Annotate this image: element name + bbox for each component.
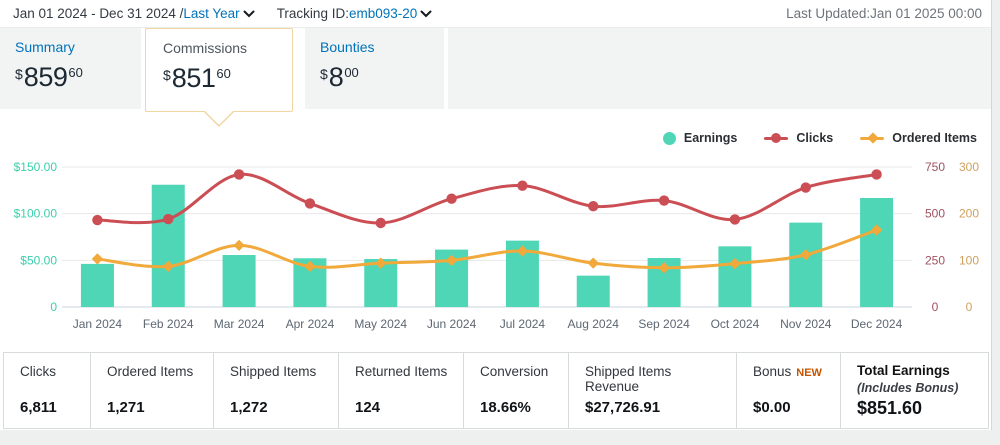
clicks-marker-icon (764, 133, 789, 144)
summary-table: Clicks 6,811 Ordered Items 1,271 Shipped… (3, 352, 989, 429)
svg-text:500: 500 (925, 207, 945, 221)
svg-text:0: 0 (932, 300, 939, 314)
amount-dollars: 859 (23, 62, 68, 92)
topbar: Jan 01 2024 - Dec 31 2024 /Last Year Tra… (0, 0, 991, 28)
bonus-label: Bonus (753, 364, 792, 379)
earnings-tab-strip: Summary $85960 Commissions $85160 Bounti… (0, 28, 991, 127)
earnings-marker-icon (662, 131, 676, 145)
amount-dollars: 851 (171, 63, 216, 93)
svg-text:0: 0 (966, 300, 973, 314)
tab-summary[interactable]: Summary $85960 (0, 28, 141, 109)
cell-conversion: Conversion 18.66% (464, 353, 569, 428)
currency-symbol: $ (163, 67, 171, 83)
svg-text:200: 200 (959, 207, 979, 221)
amount-cents: 00 (344, 65, 359, 80)
cell-value: $27,726.91 (585, 399, 661, 416)
chart-legend: Earnings Clicks Ordered Items (662, 131, 977, 145)
svg-text:Jul 2024: Jul 2024 (500, 317, 546, 331)
svg-text:Feb 2024: Feb 2024 (143, 317, 194, 331)
legend-label: Clicks (796, 131, 834, 145)
svg-text:100: 100 (959, 253, 979, 267)
date-range-preset-link[interactable]: Last Year (183, 6, 240, 21)
tracking-id-label: Tracking ID: (276, 6, 349, 21)
svg-text:Apr 2024: Apr 2024 (286, 317, 335, 331)
currency-symbol: $ (320, 66, 328, 82)
svg-text:May 2024: May 2024 (354, 317, 407, 331)
clicks-line (92, 169, 882, 229)
legend-label: Ordered Items (892, 131, 977, 145)
tab-commissions-amount: $85160 (163, 63, 292, 94)
svg-text:Oct 2024: Oct 2024 (711, 317, 760, 331)
cell-label: Clicks (20, 364, 56, 379)
cell-sublabel: (Includes Bonus) (857, 381, 959, 395)
earnings-chart-panel: Earnings Clicks Ordered Items $150.00 750… (0, 109, 991, 352)
tab-commissions-selected[interactable]: Commissions $85160 (145, 28, 293, 127)
cell-value: $851.60 (857, 398, 923, 418)
cell-value: 1,272 (230, 399, 268, 416)
cell-value: 1,271 (107, 399, 145, 416)
svg-text:0: 0 (50, 300, 57, 314)
cell-value: 6,811 (20, 399, 57, 416)
tab-summary-label: Summary (15, 39, 75, 55)
cell-shipped-items: Shipped Items 1,272 (214, 353, 339, 428)
cell-label: Returned Items (355, 364, 448, 379)
tab-commissions-label: Commissions (163, 40, 248, 56)
ordered-items-marker-icon (860, 133, 885, 144)
legend-item-clicks[interactable]: Clicks (764, 131, 833, 145)
svg-text:Dec 2024: Dec 2024 (851, 317, 903, 331)
svg-text:250: 250 (925, 253, 945, 267)
tab-summary-amount: $85960 (15, 62, 141, 93)
svg-text:$50.00: $50.00 (20, 253, 57, 267)
chevron-down-icon[interactable] (420, 6, 432, 21)
cell-bonus: Bonus NEW $0.00 (737, 353, 841, 428)
svg-text:750: 750 (925, 160, 945, 174)
amount-cents: 60 (68, 65, 83, 80)
svg-text:$150.00: $150.00 (14, 160, 58, 174)
cell-label: Shipped Items Revenue (585, 364, 672, 394)
svg-text:300: 300 (959, 160, 979, 174)
associates-dashboard: Jan 01 2024 - Dec 31 2024 /Last Year Tra… (0, 0, 992, 430)
tracking-id-link[interactable]: emb093-20 (348, 6, 418, 21)
cell-value: $0.00 (753, 399, 791, 416)
earnings-bars (80, 184, 894, 307)
cell-label: Bonus NEW (753, 364, 832, 379)
legend-item-ordered[interactable]: Ordered Items (860, 131, 977, 145)
new-badge: NEW (796, 367, 822, 379)
cell-shipped-items-revenue: Shipped Items Revenue $27,726.91 (569, 353, 737, 428)
svg-text:Jun 2024: Jun 2024 (427, 317, 477, 331)
cell-label: Shipped Items (230, 364, 317, 379)
tab-bounties[interactable]: Bounties $800 (305, 28, 444, 109)
cell-ordered-items: Ordered Items 1,271 (91, 353, 214, 428)
amount-dollars: 8 (328, 62, 344, 92)
svg-text:$100.00: $100.00 (14, 207, 58, 221)
cell-clicks: Clicks 6,811 (4, 353, 91, 428)
legend-item-earnings[interactable]: Earnings (662, 131, 738, 145)
cell-value: 124 (355, 399, 381, 416)
svg-text:Mar 2024: Mar 2024 (214, 317, 265, 331)
cell-total-earnings: Total Earnings (Includes Bonus) $851.60 (841, 353, 988, 428)
tab-bounties-amount: $800 (320, 62, 444, 93)
svg-text:Aug 2024: Aug 2024 (568, 317, 620, 331)
ordered-items-line (91, 224, 883, 274)
svg-text:Nov 2024: Nov 2024 (780, 317, 832, 331)
currency-symbol: $ (15, 66, 23, 82)
tab-strip-filler (448, 28, 991, 109)
cell-returned-items: Returned Items 124 (339, 353, 464, 428)
chevron-down-icon[interactable] (243, 6, 255, 21)
cell-value: 18.66% (480, 399, 531, 416)
tab-bounties-label: Bounties (320, 39, 375, 55)
svg-text:Sep 2024: Sep 2024 (638, 317, 690, 331)
cell-label: Conversion (480, 364, 549, 379)
last-updated-text: Last Updated:Jan 01 2025 00:00 (786, 6, 982, 21)
amount-cents: 60 (216, 66, 231, 81)
cell-label: Ordered Items (107, 364, 194, 379)
cell-label: Total Earnings (857, 363, 950, 378)
legend-label: Earnings (683, 131, 738, 145)
svg-text:Jan 2024: Jan 2024 (73, 317, 123, 331)
combo-chart: $150.00 750 300 $100.00 500 200 $50.00 250 100 0 0… (14, 160, 980, 331)
date-range-text: Jan 01 2024 - Dec 31 2024 / (13, 6, 184, 21)
